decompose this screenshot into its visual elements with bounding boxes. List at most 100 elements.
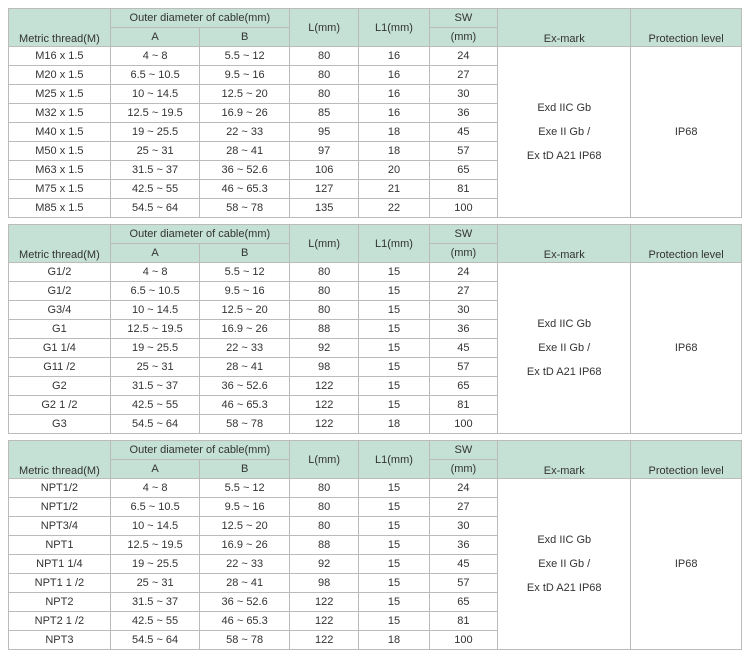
- cell-sw: 65: [429, 161, 498, 180]
- cell-thread: M63 x 1.5: [9, 161, 111, 180]
- cell-thread: NPT3: [9, 631, 111, 650]
- cell-a: 6.5 ~ 10.5: [110, 498, 200, 517]
- cell-sw: 24: [429, 263, 498, 282]
- cell-b: 9.5 ~ 16: [200, 282, 290, 301]
- cell-sw: 100: [429, 631, 498, 650]
- cell-a: 12.5 ~ 19.5: [110, 320, 200, 339]
- cell-b: 9.5 ~ 16: [200, 66, 290, 85]
- header-ex: Ex-mark: [498, 441, 631, 479]
- cell-b: 28 ~ 41: [200, 142, 290, 161]
- cell-l1: 15: [359, 263, 429, 282]
- cell-b: 22 ~ 33: [200, 339, 290, 358]
- cell-thread: M32 x 1.5: [9, 104, 111, 123]
- cell-thread: M75 x 1.5: [9, 180, 111, 199]
- cell-l: 80: [289, 85, 358, 104]
- ex-mark-line: Ex tD A21 IP68: [527, 366, 602, 378]
- cell-sw: 30: [429, 85, 498, 104]
- cell-l: 95: [289, 123, 358, 142]
- header-prot: Protection level: [631, 9, 742, 47]
- header-sw-top: SW: [429, 441, 498, 460]
- cell-l1: 18: [359, 415, 429, 434]
- cell-thread: NPT1/2: [9, 479, 111, 498]
- cell-a: 6.5 ~ 10.5: [110, 66, 200, 85]
- cell-l: 122: [289, 377, 358, 396]
- header-l: L(mm): [289, 9, 358, 47]
- cell-l1: 15: [359, 301, 429, 320]
- cell-a: 25 ~ 31: [110, 574, 200, 593]
- cell-b: 9.5 ~ 16: [200, 498, 290, 517]
- cell-b: 58 ~ 78: [200, 631, 290, 650]
- cell-l1: 15: [359, 339, 429, 358]
- spec-table: Metric thread(M)Outer diameter of cable(…: [8, 440, 742, 650]
- cell-thread: G2 1 /2: [9, 396, 111, 415]
- cell-b: 12.5 ~ 20: [200, 85, 290, 104]
- cell-sw: 45: [429, 555, 498, 574]
- cell-l1: 15: [359, 574, 429, 593]
- cell-thread: G1 1/4: [9, 339, 111, 358]
- cell-sw: 27: [429, 282, 498, 301]
- cell-a: 42.5 ~ 55: [110, 612, 200, 631]
- cell-thread: NPT3/4: [9, 517, 111, 536]
- tables-container: Metric thread(M)Outer diameter of cable(…: [8, 8, 742, 650]
- cell-ex-mark: Exd IIC GbExe II Gb /Ex tD A21 IP68: [498, 47, 631, 218]
- cell-a: 4 ~ 8: [110, 47, 200, 66]
- cell-a: 25 ~ 31: [110, 142, 200, 161]
- cell-sw: 36: [429, 104, 498, 123]
- cell-l1: 21: [359, 180, 429, 199]
- cell-l: 122: [289, 593, 358, 612]
- cell-l: 80: [289, 263, 358, 282]
- cell-l: 106: [289, 161, 358, 180]
- cell-thread: NPT1: [9, 536, 111, 555]
- cell-l: 80: [289, 301, 358, 320]
- table-row: NPT1/24 ~ 85.5 ~ 12801524Exd IIC GbExe I…: [9, 479, 742, 498]
- cell-thread: G11 /2: [9, 358, 111, 377]
- ex-mark-line: Exd IIC Gb: [537, 318, 591, 330]
- header-thread: Metric thread(M): [9, 225, 111, 263]
- cell-thread: M25 x 1.5: [9, 85, 111, 104]
- header-sw-top: SW: [429, 225, 498, 244]
- cell-thread: M85 x 1.5: [9, 199, 111, 218]
- cell-b: 16.9 ~ 26: [200, 536, 290, 555]
- cell-sw: 65: [429, 593, 498, 612]
- cell-l: 88: [289, 536, 358, 555]
- cell-sw: 81: [429, 396, 498, 415]
- cell-sw: 100: [429, 199, 498, 218]
- header-prot: Protection level: [631, 441, 742, 479]
- cell-b: 46 ~ 65.3: [200, 180, 290, 199]
- cell-l1: 16: [359, 66, 429, 85]
- cell-l: 98: [289, 574, 358, 593]
- cell-sw: 27: [429, 66, 498, 85]
- cell-b: 28 ~ 41: [200, 358, 290, 377]
- cell-a: 31.5 ~ 37: [110, 161, 200, 180]
- ex-mark-line: Exe II Gb /: [538, 342, 590, 354]
- cell-b: 46 ~ 65.3: [200, 612, 290, 631]
- table-row: G1/24 ~ 85.5 ~ 12801524Exd IIC GbExe II …: [9, 263, 742, 282]
- header-b: B: [200, 460, 290, 479]
- cell-b: 36 ~ 52.6: [200, 593, 290, 612]
- cell-a: 31.5 ~ 37: [110, 377, 200, 396]
- header-a: A: [110, 460, 200, 479]
- spec-table: Metric thread(M)Outer diameter of cable(…: [8, 8, 742, 218]
- cell-a: 4 ~ 8: [110, 479, 200, 498]
- cell-l: 122: [289, 631, 358, 650]
- cell-thread: M40 x 1.5: [9, 123, 111, 142]
- cell-l: 80: [289, 479, 358, 498]
- header-l: L(mm): [289, 441, 358, 479]
- cell-thread: NPT1 1/4: [9, 555, 111, 574]
- cell-b: 36 ~ 52.6: [200, 377, 290, 396]
- cell-a: 6.5 ~ 10.5: [110, 282, 200, 301]
- cell-sw: 24: [429, 479, 498, 498]
- cell-l: 98: [289, 358, 358, 377]
- cell-sw: 36: [429, 320, 498, 339]
- cell-b: 46 ~ 65.3: [200, 396, 290, 415]
- cell-sw: 65: [429, 377, 498, 396]
- cell-a: 4 ~ 8: [110, 263, 200, 282]
- header-b: B: [200, 244, 290, 263]
- cell-a: 19 ~ 25.5: [110, 123, 200, 142]
- cell-b: 12.5 ~ 20: [200, 301, 290, 320]
- cell-l1: 22: [359, 199, 429, 218]
- header-sw-top: SW: [429, 9, 498, 28]
- header-outer: Outer diameter of cable(mm): [110, 225, 289, 244]
- cell-a: 31.5 ~ 37: [110, 593, 200, 612]
- cell-a: 10 ~ 14.5: [110, 85, 200, 104]
